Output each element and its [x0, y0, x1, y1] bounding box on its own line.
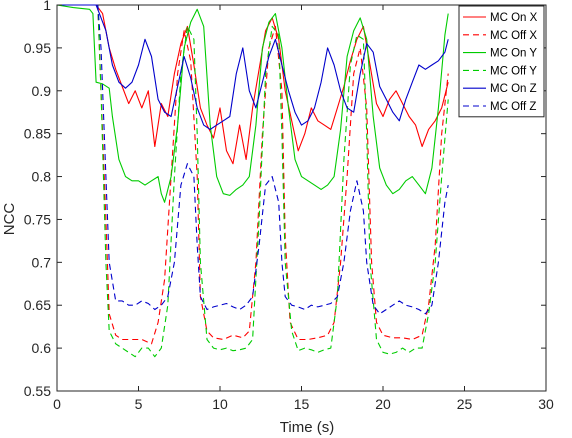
legend-label: MC On Y [490, 48, 537, 60]
x-tick-label: 10 [212, 396, 228, 412]
y-tick-label: 0.8 [32, 169, 52, 185]
legend-label: MC Off Z [490, 101, 536, 113]
x-tick-label: 25 [457, 396, 473, 412]
x-axis-title: Time (s) [280, 419, 334, 436]
y-axis-title: NCC [1, 203, 18, 236]
x-tick-label: 15 [294, 396, 310, 412]
x-tick-label: 30 [538, 396, 554, 412]
series-line-mc-on-z [57, 4, 449, 130]
legend-label: MC On Z [490, 83, 537, 95]
y-tick-label: 0.75 [24, 211, 51, 227]
y-tick-label: 1 [43, 0, 51, 13]
y-tick-label: 0.55 [24, 383, 51, 399]
series-line-mc-on-y [56, 4, 449, 203]
x-tick-label: 5 [135, 396, 143, 412]
x-tick-label: 0 [53, 396, 61, 412]
y-tick-label: 0.85 [24, 126, 51, 142]
series-line-mc-off-y [57, 4, 449, 358]
y-tick-label: 0.65 [24, 297, 51, 313]
x-tick-label: 20 [375, 396, 391, 412]
legend-label: MC Off Y [490, 65, 537, 77]
y-tick-label: 0.7 [32, 254, 52, 270]
series-line-mc-off-z [57, 4, 449, 315]
legend-label: MC On X [490, 12, 538, 24]
y-tick-label: 0.6 [32, 340, 52, 356]
series-layer [56, 4, 449, 358]
legend-box [458, 5, 545, 118]
legend: MC On X MC Off X MC On Y MC Off Y MC On Z MC … [458, 5, 545, 118]
series-line-mc-off-x [57, 4, 449, 345]
y-tick-label: 0.9 [32, 83, 52, 99]
axes-layer: 0 5 10 15 20 25 30 0.55 0.6 0.65 0.7 0.75 0.8 0.85 0.9… [24, 0, 554, 412]
legend-label: MC Off X [490, 30, 537, 42]
y-tick-label: 0.95 [24, 40, 51, 56]
